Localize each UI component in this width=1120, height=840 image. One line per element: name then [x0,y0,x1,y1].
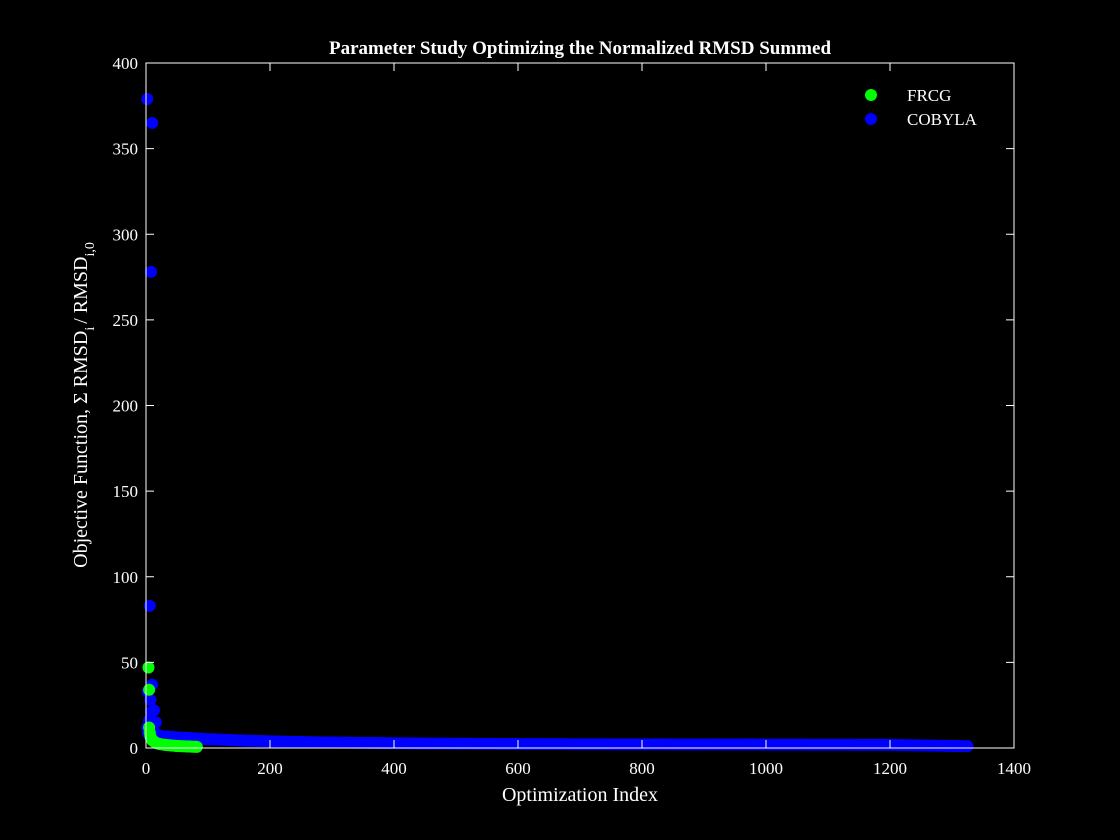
cobyla-point [143,599,156,612]
legend-label-cobyla: COBYLA [907,110,978,129]
frcg-point [142,661,155,674]
cobyla-point [144,694,157,707]
plot-area [141,92,974,753]
legend-label-frcg: FRCG [907,86,951,105]
legend-marker-cobyla [865,113,877,125]
chart-title: Parameter Study Optimizing the Normalize… [329,38,831,59]
cobyla-point [148,704,161,717]
y-tick-label: 100 [113,568,139,587]
x-tick-label: 1000 [749,759,783,778]
x-tick-label: 200 [257,759,283,778]
x-tick-label: 1400 [997,759,1031,778]
legend-marker-frcg [865,89,877,101]
legend: FRCG COBYLA [865,86,978,129]
x-tick-label: 400 [381,759,407,778]
x-tick-label: 0 [142,759,151,778]
frcg-point [143,683,156,696]
y-axis-ticks: 0 50 100 150 200 250 300 350 400 [113,54,1014,758]
y-axis-label-main: Objective Function, Σ RMSD [70,331,92,568]
y-tick-label: 300 [113,225,139,244]
y-axis-label-mid: / RMSD [70,257,92,324]
y-axis-label-sub-i0: i,0 [83,242,98,256]
y-tick-label: 400 [113,54,139,73]
y-tick-label: 0 [130,739,139,758]
x-tick-label: 800 [629,759,655,778]
cobyla-point [955,740,968,753]
cobyla-point [141,92,154,105]
frcg-point [190,740,203,753]
cobyla-point [144,265,157,278]
y-tick-label: 150 [113,482,139,501]
cobyla-point [146,116,159,129]
y-axis-label-sub-i: i [83,327,98,331]
x-axis-label: Optimization Index [502,784,658,806]
y-tick-label: 250 [113,311,139,330]
x-tick-label: 600 [505,759,531,778]
x-axis-ticks: 0 200 400 600 800 1000 1200 1400 [142,63,1031,778]
y-tick-label: 350 [113,140,139,159]
y-tick-label: 50 [121,653,138,672]
axes-frame [145,62,1015,749]
y-tick-label: 200 [113,397,139,416]
x-tick-label: 1200 [873,759,907,778]
y-axis-label: Objective Function, Σ RMSDi / RMSDi,0 [70,242,98,568]
